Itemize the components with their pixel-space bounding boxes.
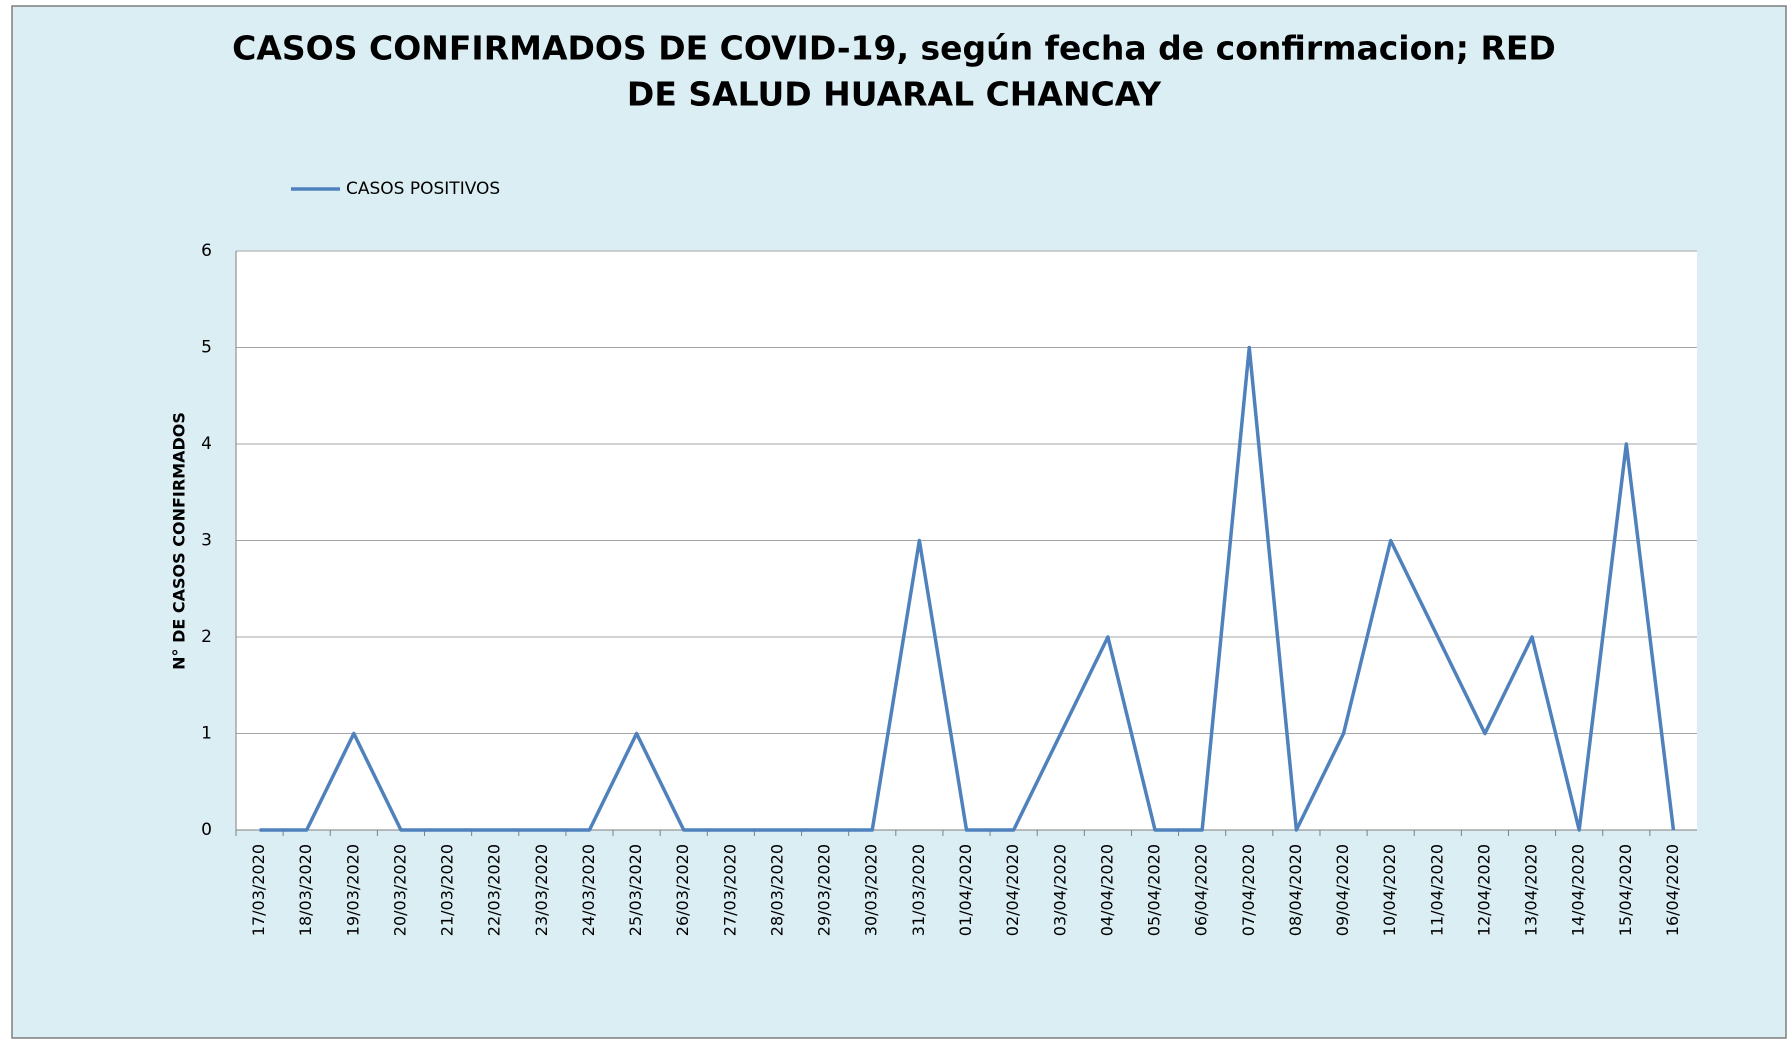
x-tick-label: 24/03/2020: [579, 844, 598, 936]
x-tick-label: 30/03/2020: [862, 844, 881, 936]
x-tick-label: 31/03/2020: [909, 844, 928, 936]
x-tick-label: 14/04/2020: [1569, 844, 1588, 936]
x-tick-label: 19/03/2020: [343, 844, 362, 936]
x-tick-label: 11/04/2020: [1427, 844, 1446, 936]
x-tick-label: 05/04/2020: [1145, 844, 1164, 936]
x-tick-label: 20/03/2020: [390, 844, 409, 936]
x-tick-label: 25/03/2020: [626, 844, 645, 936]
x-tick-label: 16/04/2020: [1663, 844, 1682, 936]
x-tick-label: 29/03/2020: [815, 844, 834, 936]
x-tick-label: 15/04/2020: [1616, 844, 1635, 936]
x-tick-label: 02/04/2020: [1003, 844, 1022, 936]
x-tick-label: 10/04/2020: [1380, 844, 1399, 936]
x-tick-label: 07/04/2020: [1239, 844, 1258, 936]
chart-title: CASOS CONFIRMADOS DE COVID-19, según fec…: [232, 29, 1556, 68]
x-tick-label: 23/03/2020: [532, 844, 551, 936]
x-tick-label: 28/03/2020: [767, 844, 786, 936]
x-tick-label: 21/03/2020: [438, 844, 457, 936]
x-tick-label: 26/03/2020: [673, 844, 692, 936]
x-tick-label: 17/03/2020: [249, 844, 268, 936]
x-tick-label: 27/03/2020: [720, 844, 739, 936]
y-tick-label: 0: [201, 820, 212, 840]
y-tick-label: 1: [201, 724, 212, 744]
x-tick-label: 01/04/2020: [956, 844, 975, 936]
x-tick-label: 18/03/2020: [296, 844, 315, 936]
x-tick-label: 09/04/2020: [1333, 844, 1352, 936]
y-tick-label: 2: [201, 627, 212, 647]
x-tick-label: 06/04/2020: [1192, 844, 1211, 936]
chart-title: DE SALUD HUARAL CHANCAY: [627, 75, 1162, 114]
y-tick-label: 3: [201, 531, 212, 551]
x-tick-label: 04/04/2020: [1097, 844, 1116, 936]
x-tick-label: 08/04/2020: [1286, 844, 1305, 936]
series-line: [259, 345, 1676, 832]
x-tick-label: 03/04/2020: [1050, 844, 1069, 936]
legend-label: CASOS POSITIVOS: [346, 179, 500, 199]
x-tick-label: 12/04/2020: [1474, 844, 1493, 936]
y-axis-title: N° DE CASOS CONFIRMADOS: [170, 412, 189, 670]
x-tick-label: 13/04/2020: [1522, 844, 1541, 936]
y-tick-label: 6: [201, 241, 212, 261]
x-tick-label: 22/03/2020: [485, 844, 504, 936]
y-tick-label: 4: [201, 434, 212, 454]
y-tick-label: 5: [201, 338, 212, 358]
